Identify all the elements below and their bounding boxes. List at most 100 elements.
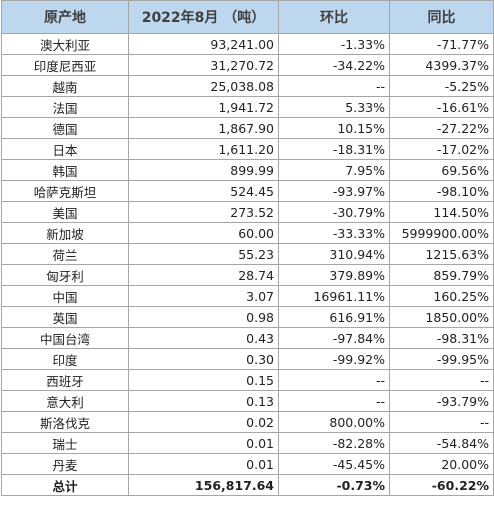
table-row: 匈牙利 28.74 379.89% 859.79% <box>1 264 494 286</box>
header-row: 原产地 2022年8月 （吨） 环比 同比 <box>1 0 494 34</box>
yoy-cell: -54.84% <box>389 432 494 454</box>
mom-cell: -34.22% <box>278 54 390 76</box>
yoy-cell: -- <box>389 411 494 433</box>
mom-cell: -- <box>278 390 390 412</box>
volume-cell: 0.01 <box>128 432 279 454</box>
origin-cell: 美国 <box>1 201 129 223</box>
origin-cell: 德国 <box>1 117 129 139</box>
origin-cell: 日本 <box>1 138 129 160</box>
yoy-cell: -16.61% <box>389 96 494 118</box>
volume-cell: 0.13 <box>128 390 279 412</box>
volume-cell: 1,867.90 <box>128 117 279 139</box>
table-row: 美国 273.52 -30.79% 114.50% <box>1 201 494 223</box>
table-row: 中国台湾 0.43 -97.84% -98.31% <box>1 327 494 349</box>
table-row: 西班牙 0.15 -- -- <box>1 369 494 391</box>
mom-cell: 800.00% <box>278 411 390 433</box>
header-volume: 2022年8月 （吨） <box>128 0 279 34</box>
origin-cell: 丹麦 <box>1 453 129 475</box>
yoy-cell: -99.95% <box>389 348 494 370</box>
origin-cell: 澳大利亚 <box>1 33 129 55</box>
volume-cell: 0.43 <box>128 327 279 349</box>
table-row: 印度 0.30 -99.92% -99.95% <box>1 348 494 370</box>
yoy-cell: -98.31% <box>389 327 494 349</box>
origin-cell: 西班牙 <box>1 369 129 391</box>
yoy-cell: -98.10% <box>389 180 494 202</box>
table-row: 中国 3.07 16961.11% 160.25% <box>1 285 494 307</box>
mom-cell: -30.79% <box>278 201 390 223</box>
mom-cell: 379.89% <box>278 264 390 286</box>
origin-cell: 中国台湾 <box>1 327 129 349</box>
mom-cell: -1.33% <box>278 33 390 55</box>
origin-cell: 新加坡 <box>1 222 129 244</box>
table-row: 日本 1,611.20 -18.31% -17.02% <box>1 138 494 160</box>
yoy-cell: 20.00% <box>389 453 494 475</box>
origin-cell: 英国 <box>1 306 129 328</box>
yoy-cell: 859.79% <box>389 264 494 286</box>
table-body: 澳大利亚 93,241.00 -1.33% -71.77% 印度尼西亚 31,270.72… <box>1 33 494 475</box>
yoy-cell: -93.79% <box>389 390 494 412</box>
origin-cell: 哈萨克斯坦 <box>1 180 129 202</box>
volume-cell: 55.23 <box>128 243 279 265</box>
origin-cell: 荷兰 <box>1 243 129 265</box>
volume-cell: 273.52 <box>128 201 279 223</box>
yoy-cell: 69.56% <box>389 159 494 181</box>
yoy-cell: 114.50% <box>389 201 494 223</box>
table-row: 意大利 0.13 -- -93.79% <box>1 390 494 412</box>
table-row: 瑞士 0.01 -82.28% -54.84% <box>1 432 494 454</box>
origin-import-table: 原产地 2022年8月 （吨） 环比 同比 澳大利亚 93,241.00 -1.33… <box>1 0 494 496</box>
header-mom: 环比 <box>278 0 390 34</box>
origin-cell: 韩国 <box>1 159 129 181</box>
origin-cell: 印度尼西亚 <box>1 54 129 76</box>
yoy-cell: 1850.00% <box>389 306 494 328</box>
origin-cell: 意大利 <box>1 390 129 412</box>
mom-cell: -93.97% <box>278 180 390 202</box>
mom-cell: -- <box>278 75 390 97</box>
volume-cell: 25,038.08 <box>128 75 279 97</box>
mom-cell: 10.15% <box>278 117 390 139</box>
yoy-cell: 1215.63% <box>389 243 494 265</box>
table-row: 澳大利亚 93,241.00 -1.33% -71.77% <box>1 33 494 55</box>
volume-cell: 93,241.00 <box>128 33 279 55</box>
mom-cell: 310.94% <box>278 243 390 265</box>
header-origin: 原产地 <box>1 0 129 34</box>
yoy-cell: -27.22% <box>389 117 494 139</box>
total-volume: 156,817.64 <box>128 474 279 496</box>
volume-cell: 1,941.72 <box>128 96 279 118</box>
volume-cell: 0.15 <box>128 369 279 391</box>
volume-cell: 31,270.72 <box>128 54 279 76</box>
mom-cell: 16961.11% <box>278 285 390 307</box>
table-row: 德国 1,867.90 10.15% -27.22% <box>1 117 494 139</box>
table-row: 斯洛伐克 0.02 800.00% -- <box>1 411 494 433</box>
volume-cell: 60.00 <box>128 222 279 244</box>
table-row: 英国 0.98 616.91% 1850.00% <box>1 306 494 328</box>
total-mom: -0.73% <box>278 474 390 496</box>
total-yoy: -60.22% <box>389 474 494 496</box>
origin-cell: 印度 <box>1 348 129 370</box>
volume-cell: 0.98 <box>128 306 279 328</box>
mom-cell: -45.45% <box>278 453 390 475</box>
table-row: 韩国 899.99 7.95% 69.56% <box>1 159 494 181</box>
table-row: 法国 1,941.72 5.33% -16.61% <box>1 96 494 118</box>
volume-cell: 28.74 <box>128 264 279 286</box>
yoy-cell: -5.25% <box>389 75 494 97</box>
origin-cell: 瑞士 <box>1 432 129 454</box>
mom-cell: 7.95% <box>278 159 390 181</box>
mom-cell: 616.91% <box>278 306 390 328</box>
yoy-cell: -17.02% <box>389 138 494 160</box>
mom-cell: -82.28% <box>278 432 390 454</box>
table-row: 荷兰 55.23 310.94% 1215.63% <box>1 243 494 265</box>
table-row: 越南 25,038.08 -- -5.25% <box>1 75 494 97</box>
table-row: 丹麦 0.01 -45.45% 20.00% <box>1 453 494 475</box>
yoy-cell: -71.77% <box>389 33 494 55</box>
yoy-cell: 4399.37% <box>389 54 494 76</box>
mom-cell: 5.33% <box>278 96 390 118</box>
volume-cell: 0.02 <box>128 411 279 433</box>
yoy-cell: -- <box>389 369 494 391</box>
origin-cell: 中国 <box>1 285 129 307</box>
volume-cell: 3.07 <box>128 285 279 307</box>
table-row: 新加坡 60.00 -33.33% 5999900.00% <box>1 222 494 244</box>
total-label: 总计 <box>1 474 129 496</box>
volume-cell: 0.01 <box>128 453 279 475</box>
origin-cell: 越南 <box>1 75 129 97</box>
mom-cell: -18.31% <box>278 138 390 160</box>
